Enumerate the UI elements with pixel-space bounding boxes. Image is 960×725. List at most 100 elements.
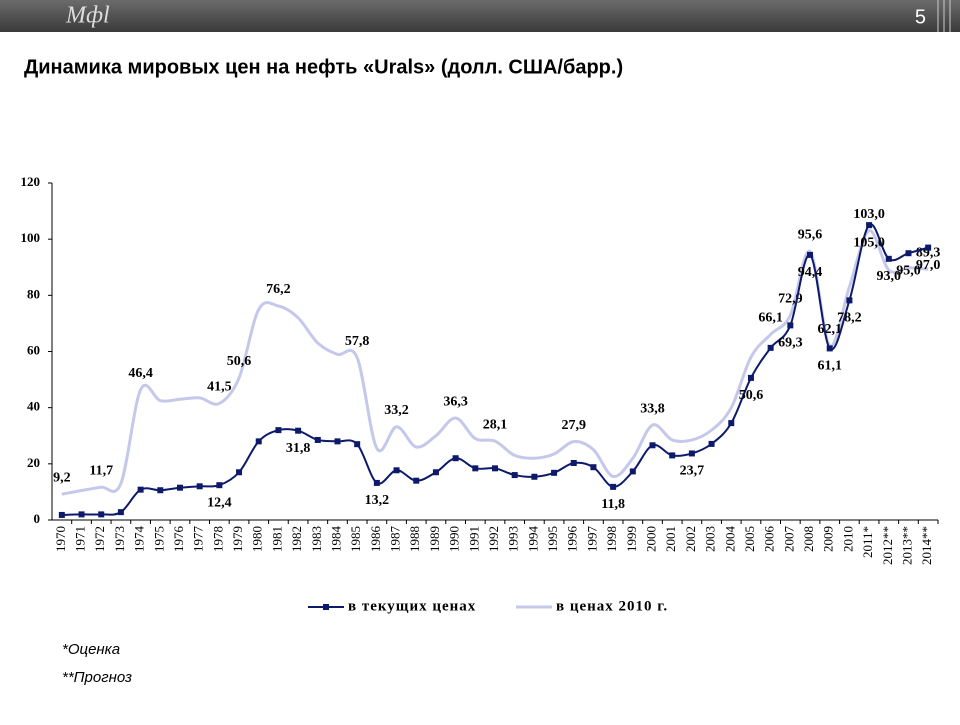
- data-point: [354, 441, 361, 448]
- data-label: 69,3: [778, 336, 803, 351]
- footnote: **Прогноз: [62, 669, 132, 686]
- data-label: 36,3: [443, 394, 468, 409]
- data-point: [117, 509, 124, 516]
- data-point: [78, 511, 85, 518]
- y-tick-label: 60: [27, 342, 40, 357]
- data-label: 13,2: [365, 493, 390, 508]
- legend-label: в текущих ценах: [348, 598, 476, 614]
- data-point: [472, 465, 479, 472]
- data-point: [432, 469, 439, 476]
- data-point: [669, 452, 676, 459]
- data-point: [393, 467, 400, 474]
- x-tick-label: 1993: [506, 526, 521, 552]
- x-tick-label: 2013**: [899, 526, 914, 565]
- x-tick-label: 1992: [486, 526, 501, 552]
- data-point: [492, 465, 498, 472]
- data-label: 105,0: [853, 235, 885, 250]
- data-label: 103,0: [853, 207, 885, 222]
- data-point: [787, 322, 794, 329]
- data-point: [373, 479, 380, 486]
- x-tick-label: 1977: [191, 526, 206, 553]
- x-tick-label: 1986: [368, 526, 383, 553]
- data-point: [708, 440, 715, 447]
- data-point: [905, 250, 912, 257]
- data-point: [236, 469, 243, 476]
- x-tick-label: 2010: [840, 526, 855, 552]
- data-label: 95,0: [896, 263, 921, 278]
- x-tick-label: 1984: [328, 526, 343, 553]
- data-label: 66,1: [758, 311, 783, 326]
- x-tick-label: 1973: [112, 526, 127, 552]
- x-tick-label: 1979: [230, 526, 245, 552]
- x-tick-label: 1987: [388, 526, 403, 553]
- data-point: [925, 244, 932, 251]
- data-point: [314, 436, 321, 443]
- x-tick-label: 2003: [703, 526, 718, 552]
- x-tick-label: 1971: [73, 526, 88, 552]
- data-point: [176, 484, 183, 491]
- data-point: [885, 255, 892, 262]
- x-tick-label: 1974: [132, 526, 147, 553]
- data-point: [452, 455, 459, 462]
- x-tick-label: 1978: [210, 526, 225, 552]
- data-label: 57,8: [345, 334, 370, 349]
- data-label: 50,6: [227, 354, 252, 369]
- data-point: [610, 483, 617, 490]
- data-point: [334, 438, 341, 445]
- data-point: [295, 427, 302, 434]
- x-tick-label: 2004: [722, 526, 737, 553]
- logo: Мфl: [65, 3, 110, 29]
- x-tick-label: 1996: [565, 526, 580, 553]
- data-label: 78,2: [837, 311, 862, 326]
- x-tick-label: 1985: [348, 526, 363, 552]
- x-tick-label: 1970: [53, 526, 68, 552]
- x-tick-label: 1990: [447, 526, 462, 552]
- data-point: [157, 487, 164, 494]
- data-point: [570, 459, 577, 466]
- x-tick-label: 1997: [584, 526, 599, 553]
- data-point: [747, 374, 754, 381]
- y-tick-label: 120: [21, 174, 41, 189]
- x-tick-label: 1981: [269, 526, 284, 552]
- series-line: [61, 223, 929, 516]
- y-tick-label: 100: [21, 230, 41, 245]
- x-tick-label: 2001: [663, 526, 678, 552]
- data-point: [728, 420, 735, 427]
- data-label: 23,7: [680, 464, 705, 479]
- data-label: 33,8: [640, 401, 665, 416]
- data-label: 76,2: [266, 282, 291, 297]
- x-tick-label: 1982: [289, 526, 304, 552]
- data-label: 11,8: [601, 497, 625, 512]
- series-line: [61, 229, 929, 496]
- y-tick-label: 0: [34, 511, 41, 526]
- data-point: [551, 469, 558, 476]
- x-tick-label: 1998: [604, 526, 619, 552]
- legend-marker: [323, 604, 329, 610]
- y-tick-label: 80: [27, 286, 40, 301]
- x-tick-label: 1972: [92, 526, 107, 552]
- data-point: [866, 222, 873, 229]
- x-tick-label: 2009: [821, 526, 836, 552]
- y-tick-label: 40: [27, 399, 40, 414]
- data-label: 27,9: [562, 418, 587, 433]
- data-point: [255, 438, 262, 445]
- chart-title: Динамика мировых цен на нефть «Urals» (д…: [24, 56, 623, 78]
- data-label: 61,1: [817, 359, 842, 374]
- x-tick-label: 1991: [466, 526, 481, 552]
- data-label: 95,6: [798, 228, 823, 243]
- x-tick-label: 1980: [250, 526, 265, 552]
- data-point: [275, 427, 282, 434]
- data-label: 41,5: [207, 380, 232, 395]
- x-tick-label: 1994: [525, 526, 540, 553]
- data-point: [629, 468, 636, 475]
- data-point: [413, 477, 420, 484]
- legend-label: в ценах 2010 г.: [556, 598, 668, 614]
- x-tick-label: 2007: [781, 526, 796, 553]
- data-point: [767, 344, 774, 351]
- data-label: 12,4: [207, 495, 232, 510]
- y-tick-label: 20: [27, 455, 40, 470]
- x-tick-label: 1983: [309, 526, 324, 552]
- x-tick-label: 2014**: [919, 526, 934, 565]
